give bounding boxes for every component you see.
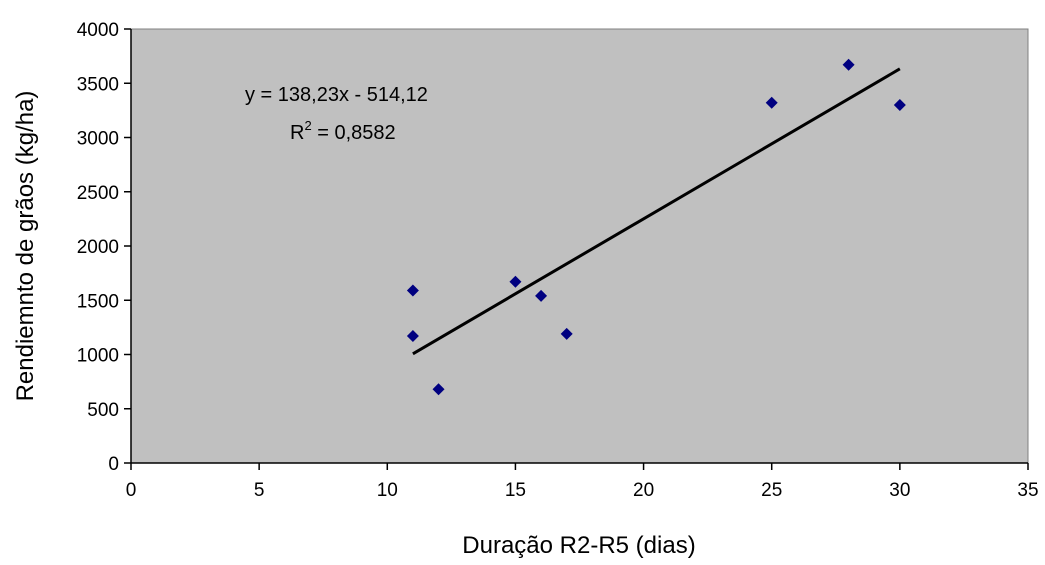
y-axis: 0 500 1000 1500 2000 2500 3000 3500 4000	[77, 20, 132, 475]
x-tick-label: 35	[1017, 480, 1038, 501]
y-tick-label: 4000	[77, 20, 119, 41]
plot-area	[130, 28, 1029, 464]
x-tick-label: 30	[889, 480, 910, 501]
y-tick-label: 500	[87, 400, 119, 421]
data-point-marker	[560, 327, 573, 340]
trendline	[412, 67, 901, 356]
data-point-marker	[842, 58, 855, 71]
r-squared-value: = 0,8582	[312, 122, 396, 144]
r-squared-label: R2 = 0,8582	[290, 118, 396, 144]
y-tick-label: 2500	[77, 183, 119, 204]
y-tick-label: 0	[108, 454, 119, 475]
data-point-marker	[406, 330, 419, 343]
data-point-marker	[509, 275, 522, 288]
x-tick-label: 5	[254, 480, 265, 501]
y-axis-title: Rendiemnto de grãos (kg/ha)	[12, 91, 39, 402]
y-tick-label: 3500	[77, 74, 119, 95]
r-squared-prefix: R	[290, 122, 304, 144]
y-tick-label: 3000	[77, 129, 119, 150]
x-tick-label: 0	[126, 480, 137, 501]
y-tick-label: 1000	[77, 346, 119, 367]
data-points	[406, 58, 906, 396]
y-tick-label: 2000	[77, 237, 119, 258]
x-tick-label: 15	[505, 480, 526, 501]
data-point-marker	[432, 383, 445, 396]
r-squared-superscript: 2	[304, 118, 311, 133]
data-point-marker	[406, 284, 419, 297]
x-axis-title: Duração R2-R5 (dias)	[462, 532, 695, 559]
data-point-marker	[893, 98, 906, 111]
x-tick-label: 10	[377, 480, 398, 501]
y-tick-label: 1500	[77, 291, 119, 312]
trendline-equation: y = 138,23x - 514,12	[245, 84, 428, 106]
data-point-marker	[535, 289, 548, 302]
data-point-marker	[765, 96, 778, 109]
x-tick-label: 20	[633, 480, 654, 501]
x-axis: 0 5 10 15 20 25 30 35	[126, 462, 1039, 501]
x-tick-label: 25	[761, 480, 782, 501]
